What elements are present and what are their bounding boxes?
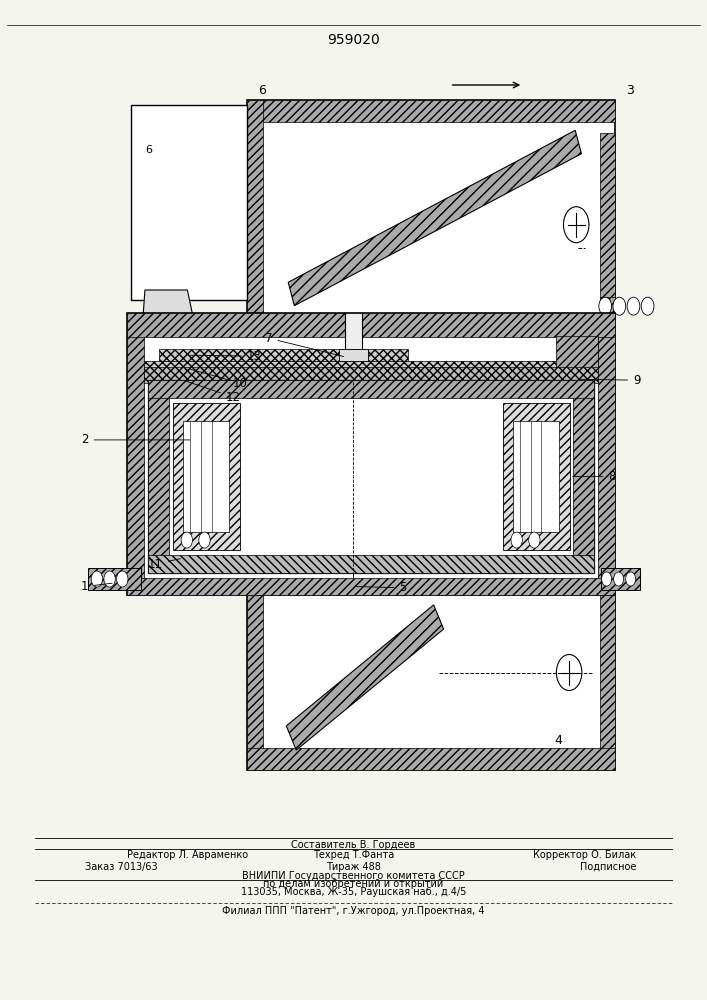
Circle shape xyxy=(199,532,210,548)
Polygon shape xyxy=(286,605,443,750)
Bar xyxy=(598,313,615,595)
Text: 9: 9 xyxy=(580,374,641,387)
Bar xyxy=(601,568,640,590)
Bar xyxy=(513,421,559,532)
Bar xyxy=(556,336,598,375)
Text: 10: 10 xyxy=(189,369,248,390)
Text: Корректор О. Билак: Корректор О. Билак xyxy=(533,850,636,860)
Circle shape xyxy=(602,572,612,586)
Bar xyxy=(158,349,408,361)
Bar xyxy=(127,313,615,595)
Text: 113035, Москва, Ж-35, Раушская наб., д.4/5: 113035, Москва, Ж-35, Раушская наб., д.4… xyxy=(241,887,466,897)
Bar xyxy=(573,380,595,573)
Text: 2: 2 xyxy=(81,433,190,446)
Text: 11: 11 xyxy=(148,558,180,571)
Bar xyxy=(503,403,570,550)
Bar xyxy=(88,568,141,590)
Circle shape xyxy=(91,571,103,587)
Bar xyxy=(339,349,368,361)
Circle shape xyxy=(117,571,128,587)
Text: 7: 7 xyxy=(265,332,344,357)
Text: 1: 1 xyxy=(81,580,112,593)
Text: Редактор Л. Авраменко: Редактор Л. Авраменко xyxy=(127,850,248,860)
Bar xyxy=(247,575,263,770)
Text: 4: 4 xyxy=(554,734,563,746)
Bar xyxy=(148,380,595,398)
Bar xyxy=(127,313,615,337)
Text: 13: 13 xyxy=(189,350,262,363)
Text: 3: 3 xyxy=(626,84,633,97)
Bar xyxy=(144,361,598,375)
Bar xyxy=(247,100,615,122)
Text: Техред Т.Фанта: Техред Т.Фанта xyxy=(313,850,394,860)
Bar xyxy=(148,555,595,573)
Bar xyxy=(247,575,615,770)
Text: 6: 6 xyxy=(258,84,266,97)
Text: Тираж 488: Тираж 488 xyxy=(326,862,381,872)
Circle shape xyxy=(626,572,636,586)
Circle shape xyxy=(181,532,192,548)
Bar xyxy=(183,421,229,532)
Circle shape xyxy=(529,532,540,548)
Text: Заказ 7013/63: Заказ 7013/63 xyxy=(85,862,158,872)
Polygon shape xyxy=(141,290,198,340)
Bar xyxy=(247,748,615,770)
Text: 959020: 959020 xyxy=(327,33,380,47)
Bar xyxy=(173,403,240,550)
Bar xyxy=(345,313,362,349)
Text: Подписное: Подписное xyxy=(580,862,636,872)
Bar xyxy=(247,100,615,315)
Bar xyxy=(600,575,615,770)
Text: ВНИИПИ Государственного комитета СССР: ВНИИПИ Государственного комитета СССР xyxy=(242,871,465,881)
Bar xyxy=(247,100,263,315)
Circle shape xyxy=(613,297,626,315)
Bar xyxy=(600,297,615,315)
Bar xyxy=(600,133,615,315)
Text: Филиал ППП "Патент", г.Ужгород, ул.Проектная, 4: Филиал ППП "Патент", г.Ужгород, ул.Проек… xyxy=(222,906,485,916)
Bar xyxy=(127,313,144,595)
Polygon shape xyxy=(288,130,581,306)
Bar xyxy=(144,367,598,383)
Text: Составитель В. Гордеев: Составитель В. Гордеев xyxy=(291,840,416,850)
Bar xyxy=(127,578,615,595)
Circle shape xyxy=(104,571,115,587)
Text: 5: 5 xyxy=(356,581,407,594)
Bar xyxy=(131,105,247,300)
Text: 8: 8 xyxy=(573,470,616,483)
Bar xyxy=(148,380,169,573)
Text: 12: 12 xyxy=(186,381,241,404)
Circle shape xyxy=(511,532,522,548)
Text: 6: 6 xyxy=(145,145,152,155)
Circle shape xyxy=(627,297,640,315)
Circle shape xyxy=(614,572,624,586)
Text: по делам изобретений и открытий: по делам изобретений и открытий xyxy=(264,879,443,889)
Circle shape xyxy=(641,297,654,315)
Bar xyxy=(148,380,595,573)
Circle shape xyxy=(599,297,612,315)
